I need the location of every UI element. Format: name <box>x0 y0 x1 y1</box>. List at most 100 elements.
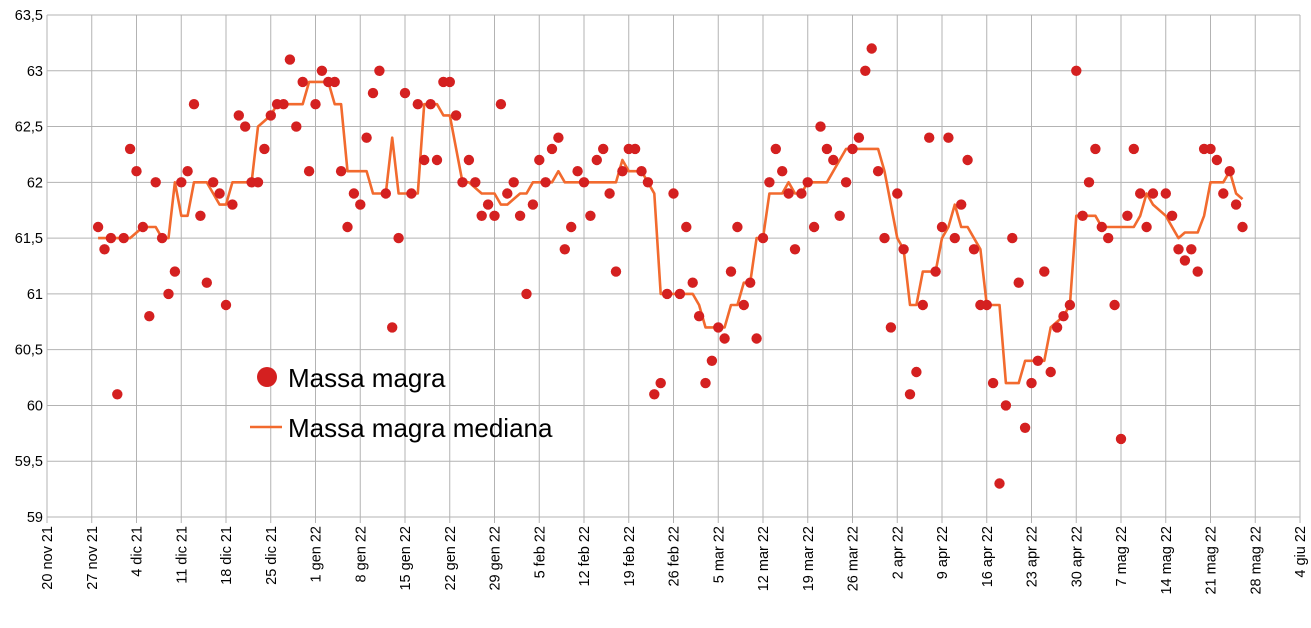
data-point <box>898 244 909 255</box>
x-tick-label: 20 nov 21 <box>40 526 56 590</box>
y-tick-label: 61,5 <box>15 231 43 247</box>
legend-dot-marker <box>257 367 277 387</box>
x-tick-label: 11 dic 21 <box>174 526 190 584</box>
data-point <box>789 244 801 255</box>
data-point <box>904 389 916 400</box>
data-point <box>936 221 948 233</box>
x-tick-label: 4 dic 21 <box>130 526 146 577</box>
data-point <box>687 277 698 288</box>
data-point <box>892 188 903 199</box>
data-point <box>1000 400 1012 411</box>
data-point <box>553 132 564 143</box>
legend-label-points: Massa magra <box>288 363 446 393</box>
data-point <box>92 221 104 233</box>
data-point <box>367 87 379 99</box>
data-point <box>770 143 781 155</box>
data-point <box>201 277 212 288</box>
data-point <box>188 99 200 110</box>
data-point <box>1096 221 1108 233</box>
x-tick-label: 5 mar 22 <box>711 526 727 583</box>
data-point <box>259 143 270 155</box>
data-point <box>674 288 686 300</box>
data-point <box>610 266 622 277</box>
data-point <box>431 154 443 166</box>
data-point <box>738 299 749 311</box>
x-tick-labels: 20 nov 21 27 nov 21 4 dic 21 11 dic 21 18 di… <box>40 526 1309 595</box>
y-tick-label: 62 <box>27 175 43 191</box>
data-point <box>956 199 967 210</box>
data-point <box>399 87 411 99</box>
data-point <box>514 210 526 221</box>
data-point <box>1160 188 1172 199</box>
data-point <box>527 199 539 210</box>
data-point <box>1237 221 1248 233</box>
data-point <box>131 166 142 177</box>
data-point <box>1205 143 1216 155</box>
data-point <box>406 188 417 199</box>
data-point <box>1083 177 1095 188</box>
data-point <box>1103 232 1114 244</box>
data-point <box>284 54 296 65</box>
data-point <box>176 177 187 188</box>
data-point <box>1019 422 1031 433</box>
data-point <box>706 355 718 366</box>
x-tick-label: 26 feb 22 <box>667 526 683 586</box>
data-point <box>444 76 455 88</box>
x-tick-label: 15 gen 22 <box>398 526 414 591</box>
data-point <box>655 377 666 389</box>
data-point <box>668 188 679 199</box>
data-point <box>732 221 743 233</box>
x-tick-label: 8 gen 22 <box>353 526 369 582</box>
data-point <box>348 188 360 199</box>
data-point <box>1071 65 1082 77</box>
x-tick-label: 16 apr 22 <box>980 526 996 587</box>
data-point <box>457 177 468 188</box>
data-point <box>220 299 232 311</box>
data-point <box>1064 299 1076 311</box>
data-point <box>649 389 660 400</box>
data-point <box>866 43 877 54</box>
data-point <box>981 299 992 311</box>
data-point <box>1166 210 1178 221</box>
data-point <box>725 266 737 277</box>
data-point <box>1141 221 1152 233</box>
data-point <box>994 478 1005 489</box>
x-tick-label: 9 apr 22 <box>935 526 951 579</box>
data-point <box>118 232 129 244</box>
data-point <box>540 177 551 188</box>
data-point <box>1032 355 1044 366</box>
data-point <box>1007 232 1018 244</box>
data-point <box>361 132 372 143</box>
data-point <box>661 288 673 300</box>
data-point <box>252 177 264 188</box>
gridlines <box>46 14 1301 523</box>
data-point <box>585 210 596 221</box>
data-point <box>1147 188 1159 199</box>
y-tick-label: 60,5 <box>15 343 43 359</box>
data-point <box>713 322 724 333</box>
data-point <box>546 143 558 155</box>
data-point <box>681 221 692 233</box>
data-point <box>1179 255 1191 266</box>
y-tick-label: 62,5 <box>15 120 43 136</box>
data-point <box>764 177 775 188</box>
y-tick-label: 59 <box>27 510 43 526</box>
data-point <box>470 177 481 188</box>
data-point <box>163 288 174 300</box>
x-tick-label: 19 feb 22 <box>622 526 638 586</box>
data-point <box>316 65 328 77</box>
data-point <box>572 166 583 177</box>
data-point <box>879 232 890 244</box>
points-series <box>92 43 1248 489</box>
data-point <box>885 322 897 333</box>
data-point <box>502 188 513 199</box>
data-point <box>137 221 149 233</box>
data-point <box>1058 311 1069 322</box>
data-point <box>182 166 193 177</box>
legend-label-median: Massa magra mediana <box>288 413 553 443</box>
data-point <box>987 377 999 389</box>
data-point <box>297 76 308 88</box>
data-point <box>476 210 487 221</box>
